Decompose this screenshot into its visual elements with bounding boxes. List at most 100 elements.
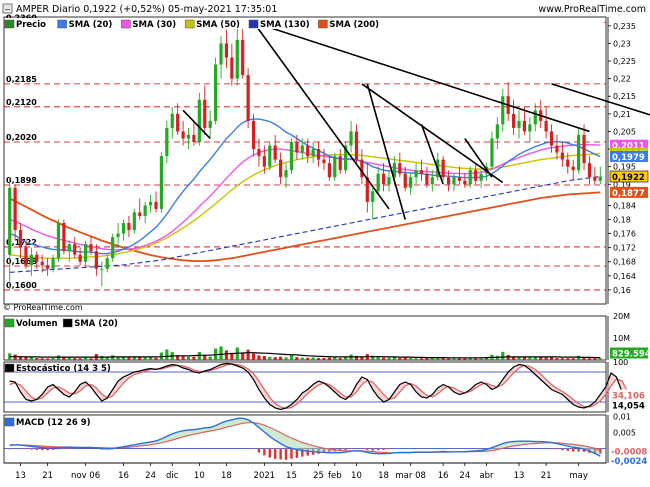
candle-body-97 bbox=[534, 110, 537, 124]
volume-bar-51 bbox=[284, 357, 287, 360]
volume-bar-5 bbox=[35, 358, 38, 360]
instrument-title: AMPER Diario 0,1922 (+0,52%) 05-may-2021… bbox=[16, 4, 277, 15]
candle-body-29 bbox=[165, 128, 168, 156]
volume-bar-14 bbox=[84, 358, 87, 360]
volume-bar-47 bbox=[263, 356, 266, 360]
price-ytick-label-12: 0,176 bbox=[613, 230, 636, 239]
volume-bar-11 bbox=[68, 358, 71, 360]
volume-bar-43 bbox=[241, 353, 244, 360]
volume-bar-21 bbox=[122, 357, 125, 360]
candle-body-87 bbox=[479, 174, 482, 181]
candle-body-67 bbox=[371, 191, 374, 202]
price-legend-swatch-2 bbox=[121, 20, 130, 28]
candle-body-27 bbox=[154, 202, 157, 209]
volume-bar-45 bbox=[252, 353, 255, 360]
xtick-label-10: 25 bbox=[313, 471, 324, 481]
macd-hist-bar-50 bbox=[279, 449, 281, 460]
price-ytick-label-8: 0,195 bbox=[613, 163, 636, 172]
volume-legend-swatch-0 bbox=[5, 319, 14, 327]
volume-bar-74 bbox=[409, 358, 412, 360]
volume-ytick-label-0: 20M bbox=[613, 312, 630, 321]
volume-bar-56 bbox=[312, 358, 315, 360]
candle-body-84 bbox=[463, 181, 466, 185]
candle-body-39 bbox=[219, 43, 222, 64]
xtick-label-20: may bbox=[569, 471, 588, 481]
candle-body-20 bbox=[116, 234, 119, 238]
candle-body-31 bbox=[176, 114, 179, 132]
volume-bar-75 bbox=[414, 358, 417, 360]
macd-hist-bar-47 bbox=[263, 449, 265, 456]
candle-body-47 bbox=[263, 156, 266, 167]
price-legend-swatch-1 bbox=[58, 20, 67, 28]
volume-bar-29 bbox=[165, 349, 168, 360]
xtick-label-5: dic bbox=[166, 471, 179, 481]
candle-body-78 bbox=[431, 177, 434, 184]
candle-body-9 bbox=[57, 223, 60, 258]
candle-body-101 bbox=[555, 146, 558, 153]
volume-bar-27 bbox=[154, 358, 157, 360]
macd-hist-bar-3 bbox=[25, 449, 27, 450]
volume-bar-102 bbox=[561, 358, 564, 360]
candle-body-34 bbox=[192, 135, 195, 142]
candle-body-35 bbox=[198, 100, 201, 142]
candle-body-57 bbox=[317, 149, 320, 160]
price-legend-label-0: Precio bbox=[16, 20, 46, 30]
candle-body-64 bbox=[355, 131, 358, 159]
volume-bar-54 bbox=[301, 358, 304, 360]
candle-body-105 bbox=[577, 135, 580, 170]
xtick-label-2: nov 06 bbox=[71, 471, 100, 481]
candle-body-43 bbox=[241, 40, 244, 75]
volume-bar-104 bbox=[572, 358, 575, 360]
xtick-label-17: abr bbox=[479, 471, 494, 481]
candle-body-13 bbox=[79, 255, 82, 262]
macd-hist-bar-6 bbox=[41, 449, 43, 451]
stoch-legend-swatch-0 bbox=[5, 364, 14, 372]
macd-hist-bar-49 bbox=[274, 449, 276, 459]
candle-body-42 bbox=[236, 40, 239, 79]
price-legend-label-4: SMA (130) bbox=[260, 20, 310, 30]
volume-bar-77 bbox=[425, 358, 428, 360]
macd-hist-bar-103 bbox=[567, 449, 569, 451]
volume-bar-36 bbox=[203, 355, 206, 360]
macd-hist-bar-5 bbox=[36, 449, 38, 450]
candle-body-96 bbox=[528, 124, 531, 131]
candle-body-72 bbox=[398, 163, 401, 174]
candle-body-74 bbox=[409, 177, 412, 188]
volume-bar-78 bbox=[431, 358, 434, 360]
volume-bar-58 bbox=[322, 358, 325, 360]
candle-body-76 bbox=[420, 170, 423, 174]
macd-hist-bar-62 bbox=[344, 449, 346, 450]
volume-bar-86 bbox=[474, 358, 477, 360]
candle-body-93 bbox=[512, 114, 515, 128]
volume-bar-24 bbox=[138, 357, 141, 360]
macd-hist-bar-67 bbox=[372, 449, 374, 451]
volume-bar-33 bbox=[187, 357, 190, 360]
price-legend-label-5: SMA (200) bbox=[329, 20, 379, 30]
stoch-legend-label-0: Estocástico (14 3 5) bbox=[16, 364, 111, 374]
price-ytick-label-14: 0,168 bbox=[613, 258, 636, 267]
macd-hist-bar-68 bbox=[377, 449, 379, 451]
price-ytick-label-16: 0,16 bbox=[613, 286, 631, 295]
candle-body-108 bbox=[593, 177, 596, 181]
candle-body-91 bbox=[501, 96, 504, 124]
volume-bar-87 bbox=[479, 358, 482, 360]
macd-hist-bar-51 bbox=[285, 449, 287, 460]
candle-body-58 bbox=[322, 160, 325, 164]
price-ytick-label-13: 0,172 bbox=[613, 244, 636, 253]
volume-bar-46 bbox=[257, 355, 260, 360]
candle-body-6 bbox=[41, 262, 44, 266]
xtick-label-3: 16 bbox=[118, 471, 129, 481]
price-ytick-label-2: 0,225 bbox=[613, 57, 636, 66]
macd-hist-bar-9 bbox=[57, 449, 59, 450]
candle-body-14 bbox=[84, 244, 87, 262]
candle-body-22 bbox=[127, 223, 130, 230]
xtick-label-19: 21 bbox=[541, 471, 552, 481]
candle-body-100 bbox=[550, 131, 553, 145]
xtick-label-11: feb bbox=[328, 471, 342, 481]
volume-bar-105 bbox=[577, 356, 580, 360]
macd-hist-bar-69 bbox=[382, 449, 384, 450]
candle-body-30 bbox=[171, 114, 174, 128]
xtick-label-15: 16 bbox=[438, 471, 449, 481]
